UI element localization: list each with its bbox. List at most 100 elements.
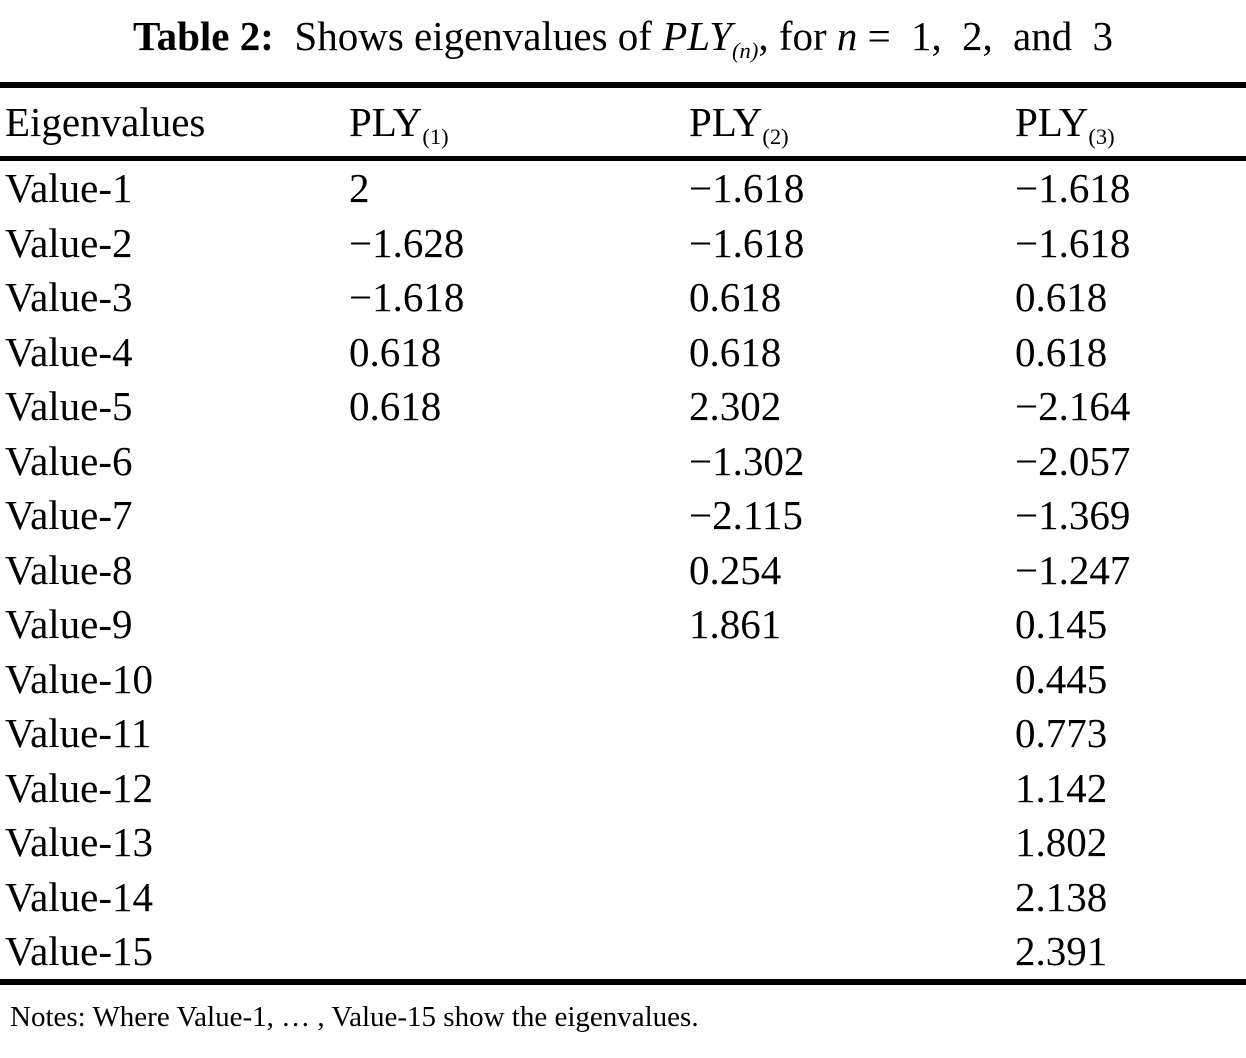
column-header-label: PLY [689, 99, 763, 145]
cell-ply3-value: 1.142 [1015, 764, 1108, 811]
cell-ply3-value: −2.057 [1015, 437, 1131, 484]
table-row: Value-10 0.445 [0, 652, 1246, 707]
cell-ply1-value [344, 706, 684, 761]
cell-ply1-value [344, 543, 684, 598]
table-row: Value-7 −2.115 −1.369 [0, 488, 1246, 543]
cell-ply2-value: 1.861 [689, 601, 782, 647]
cell-ply3-value: −1.618 [1015, 165, 1131, 211]
cell-ply2-value [684, 924, 1010, 979]
table-row: Value-8 0.254 −1.247 [0, 543, 1246, 598]
math-term-subscript: (n) [732, 37, 759, 63]
table-row: Value-1 2 −1.618 −1.618 [0, 161, 1246, 216]
cell-ply1-value [344, 652, 684, 707]
row-label: Value-7 [5, 492, 133, 538]
cell-ply2-value: −1.618 [689, 165, 805, 211]
table-caption-text-mid: , for [758, 13, 827, 59]
column-header-ply1: PLY(1) [344, 98, 684, 149]
cell-ply3-value: 1.802 [1015, 819, 1108, 865]
cell-ply1-value: 2 [349, 165, 370, 211]
row-label: Value-3 [5, 274, 133, 320]
table-caption-text-after: = 1, 2, and 3 [867, 13, 1113, 59]
cell-ply2-value: −2.115 [689, 492, 803, 538]
cell-ply3-value: 2.138 [1015, 873, 1108, 920]
cell-ply2-value: 0.618 [689, 328, 782, 375]
table-notes: Notes: Where Value-1, … , Value-15 show … [10, 1000, 699, 1033]
row-label: Value-5 [5, 383, 133, 429]
cell-ply2-value: −1.302 [689, 437, 805, 484]
table-row: Value-13 1.802 [0, 815, 1246, 870]
cell-ply1-value [344, 815, 684, 870]
cell-ply1-value [344, 924, 684, 979]
table-row: Value-15 2.391 [0, 924, 1246, 979]
cell-ply3-value: 2.391 [1015, 928, 1108, 974]
row-label: Value-10 [5, 655, 154, 702]
cell-ply1-value [344, 434, 684, 489]
column-header-ply2: PLY(2) [684, 98, 1010, 149]
cell-ply1-value: −1.628 [349, 219, 465, 266]
column-header-subscript: (3) [1088, 123, 1115, 149]
math-term: PLY(n) [662, 13, 758, 62]
row-label: Value-13 [5, 819, 154, 865]
cell-ply3-value: 0.618 [1015, 328, 1108, 375]
cell-ply3-value: 0.773 [1015, 710, 1108, 756]
cell-ply2-value [684, 761, 1010, 816]
column-header-subscript: (2) [762, 123, 789, 149]
row-label: Value-9 [5, 601, 133, 647]
column-header-label: Eigenvalues [5, 99, 206, 145]
cell-ply3-value: 0.618 [1015, 274, 1108, 320]
table-header-rule [0, 156, 1246, 161]
row-label: Value-8 [5, 546, 133, 593]
column-header-subscript: (1) [422, 123, 449, 149]
column-header-eigenvalues: Eigenvalues [0, 98, 344, 146]
table-row: Value-4 0.618 0.618 0.618 [0, 325, 1246, 380]
row-label: Value-11 [5, 710, 152, 756]
table-row: Value-2 −1.628 −1.618 −1.618 [0, 216, 1246, 271]
table-row: Value-12 1.142 [0, 761, 1246, 816]
cell-ply2-value [684, 706, 1010, 761]
row-label: Value-14 [5, 873, 154, 920]
cell-ply2-value: 0.254 [689, 546, 782, 593]
row-label: Value-6 [5, 437, 133, 484]
table-row: Value-5 0.618 2.302 −2.164 [0, 379, 1246, 434]
table-caption: Table 2: Shows eigenvalues of PLY(n), fo… [0, 0, 1246, 82]
row-label: Value-1 [5, 165, 133, 211]
cell-ply2-value: −1.618 [689, 219, 805, 266]
cell-ply1-value [344, 870, 684, 925]
cell-ply2-value: 2.302 [689, 383, 782, 429]
cell-ply3-value: −1.247 [1015, 546, 1131, 593]
table-row: Value-6 −1.302 −2.057 [0, 434, 1246, 489]
cell-ply3-value: 0.145 [1015, 601, 1108, 647]
table-row: Value-9 1.861 0.145 [0, 597, 1246, 652]
row-label: Value-2 [5, 219, 133, 266]
table-row: Value-14 2.138 [0, 870, 1246, 925]
table-row: Value-11 0.773 [0, 706, 1246, 761]
cell-ply1-value: −1.618 [349, 274, 465, 320]
column-header-label: PLY [349, 99, 423, 145]
cell-ply1-value: 0.618 [349, 383, 442, 429]
row-label: Value-15 [5, 928, 154, 974]
cell-ply2-value [684, 652, 1010, 707]
cell-ply3-value: −1.618 [1015, 219, 1131, 266]
cell-ply3-value: −1.369 [1015, 492, 1131, 538]
math-variable: n [836, 13, 858, 59]
table-caption-number: Table 2: [133, 13, 274, 59]
cell-ply3-value: 0.445 [1015, 655, 1108, 702]
cell-ply2-value: 0.618 [689, 274, 782, 320]
column-header-label: PLY [1015, 99, 1089, 145]
cell-ply2-value [684, 815, 1010, 870]
row-label: Value-12 [5, 764, 154, 811]
math-term-base: PLY [662, 13, 733, 59]
column-header-ply3: PLY(3) [1010, 98, 1246, 149]
table-top-rule [0, 82, 1246, 88]
cell-ply1-value [344, 488, 684, 543]
table-header-row: Eigenvalues PLY(1) PLY(2) PLY(3) [0, 88, 1246, 156]
table-bottom-rule [0, 978, 1246, 985]
table-caption-text-before: Shows eigenvalues of [294, 13, 652, 59]
row-label: Value-4 [5, 328, 133, 375]
cell-ply3-value: −2.164 [1015, 383, 1131, 429]
cell-ply1-value [344, 597, 684, 652]
table-body: Value-1 2 −1.618 −1.618 Value-2 −1.628 −… [0, 161, 1246, 979]
cell-ply1-value [344, 761, 684, 816]
table-row: Value-3 −1.618 0.618 0.618 [0, 270, 1246, 325]
